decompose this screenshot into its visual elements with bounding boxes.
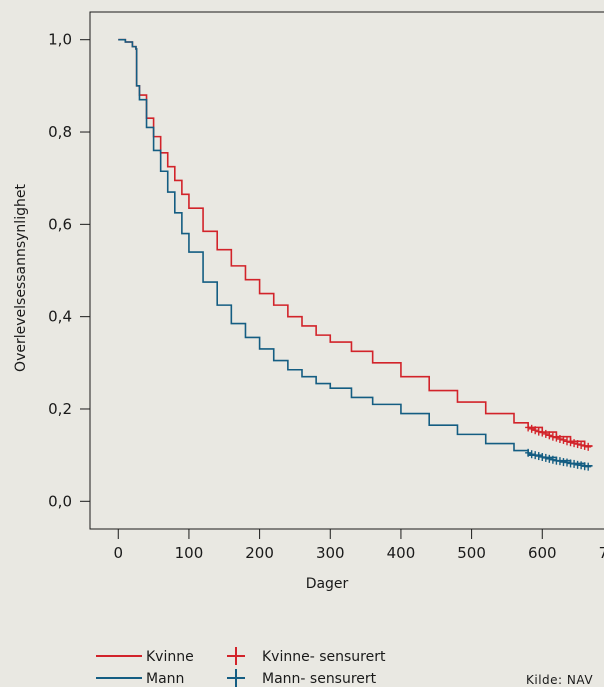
censor-mark [546,431,553,440]
censor-mark [585,442,592,451]
legend-censor-icon-kvinne [227,647,245,665]
y-axis-title: Overlevelsessannsynlighet [13,184,29,372]
x-tick-label: 600 [528,544,557,562]
legend-label-kvinne-censored: Kvinne- sensurert [262,649,386,665]
x-tick-label: 500 [457,544,486,562]
censor-mark [553,433,560,442]
y-tick-label: 0,0 [48,492,72,510]
censor-mark [539,452,546,461]
censor-mark [560,435,567,444]
censor-mark [556,434,563,443]
censor-mark [539,428,546,437]
censor-mark [542,429,549,438]
censor-mark [585,462,592,471]
x-tick-label: 0 [113,544,123,562]
x-tick-label: 100 [175,544,204,562]
censor-mark [564,458,570,467]
censor-mark [535,452,542,461]
x-tick-label: 700 [599,544,604,562]
censor-mark [549,455,556,464]
x-tick-label: 400 [387,544,416,562]
y-tick-label: 0,8 [48,123,72,141]
censor-mark [528,424,535,433]
censor-mark [581,441,588,450]
legend: Kvinne Mann Kvinne- sensurert Mann- sens… [96,647,386,687]
censor-mark [546,454,553,463]
series-line-mann [118,38,593,467]
legend-label-mann-censored: Mann- sensurert [262,671,377,687]
source-label: Kilde: NAV [526,673,593,687]
censor-mark [549,432,556,441]
y-tick-label: 0,4 [48,308,72,326]
legend-label-kvinne: Kvinne [146,649,194,665]
x-tick-label: 200 [245,544,274,562]
censor-mark [525,423,532,432]
censor-mark [574,440,581,449]
censor-marks [525,423,592,471]
x-axis: 0 100 200 300 400 500 600 700 [113,529,604,562]
censor-mark [567,438,574,447]
y-tick-label: 1,0 [48,31,72,49]
censor-mark [578,461,585,470]
censor-mark [571,459,578,468]
plot-frame [89,11,604,530]
censor-mark [528,450,535,459]
censor-mark [571,439,578,448]
legend-censor-icon-mann [227,669,245,687]
x-tick-label: 300 [316,544,345,562]
censor-mark [532,451,539,460]
legend-label-mann: Mann [146,671,184,687]
censor-mark [542,453,549,462]
x-axis-title: Dager [306,576,349,592]
censor-mark [578,440,585,449]
censor-mark [564,437,570,446]
y-axis: 0,0 0,2 0,4 0,6 0,8 1,0 [48,31,90,510]
series-lines [118,38,593,467]
censor-mark [525,448,532,457]
censor-mark [532,426,539,435]
censor-mark [535,427,542,436]
censor-mark [556,457,563,466]
y-tick-label: 0,6 [48,215,72,233]
y-tick-label: 0,2 [48,400,72,418]
